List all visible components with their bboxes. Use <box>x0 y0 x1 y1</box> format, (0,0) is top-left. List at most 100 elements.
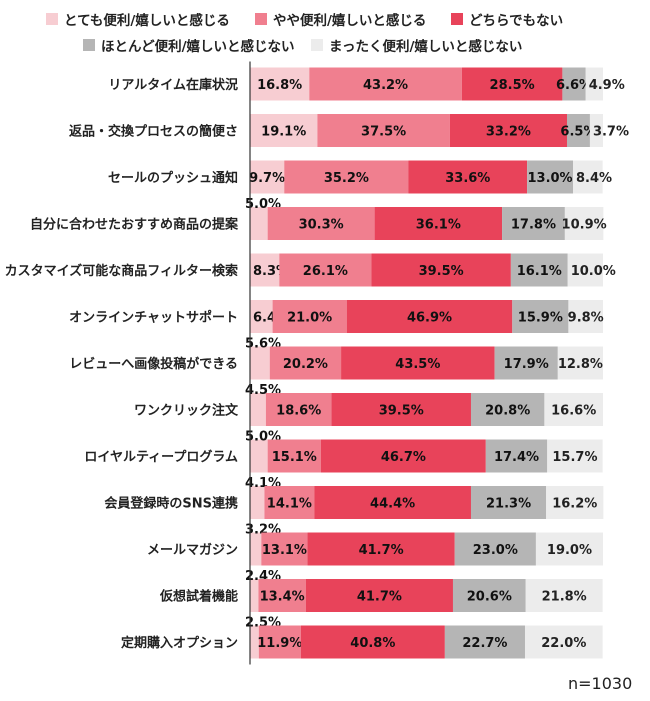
data-label: 22.7% <box>462 636 507 651</box>
bar-segment <box>261 532 308 566</box>
bar-segment <box>250 625 259 659</box>
data-label: 10.9% <box>562 218 607 233</box>
bar-segment <box>279 253 372 287</box>
bar-segment <box>371 253 511 287</box>
data-label: 6.6% <box>556 78 592 93</box>
legend-label: ほとんど便利/嬉しいと感じない <box>101 39 295 55</box>
bar-segment <box>564 207 604 240</box>
data-label: 20.2% <box>283 357 328 372</box>
data-label: 40.8% <box>350 636 395 651</box>
sample-size-label: n=1030 <box>568 674 633 693</box>
data-label: 43.2% <box>363 78 408 93</box>
bar-segment <box>567 253 603 287</box>
bar-segment <box>524 625 603 659</box>
data-label: 21.8% <box>542 590 587 605</box>
data-label: 39.5% <box>379 404 424 419</box>
bar-segment <box>346 300 513 333</box>
legend-swatch <box>83 39 95 51</box>
data-label: 44.4% <box>370 497 415 512</box>
bar-segment <box>250 300 273 333</box>
data-label: 43.5% <box>395 357 440 372</box>
legend-item-5: まったく便利/嬉しいと感じない <box>311 35 522 55</box>
bar-segment <box>258 579 306 612</box>
data-label: 19.1% <box>261 125 306 140</box>
bar-segment <box>502 207 565 240</box>
bar-segment <box>461 67 563 101</box>
bar-segment <box>314 486 471 519</box>
data-label: 36.1% <box>416 218 461 233</box>
data-label: 41.7% <box>357 590 402 605</box>
bar-segment <box>535 532 603 566</box>
legend-label: やや便利/嬉しいと感じる <box>273 13 427 29</box>
data-label: 9.7% <box>249 171 285 186</box>
data-label: 18.6% <box>276 404 321 419</box>
data-label: 17.9% <box>504 357 549 372</box>
bar-segment <box>309 67 462 101</box>
category-label: カスタマイズ可能な商品フィルター検索 <box>5 263 238 279</box>
legend-swatch <box>311 39 323 51</box>
data-label: 10.0% <box>571 264 616 279</box>
data-label: 13.1% <box>262 543 307 558</box>
data-label: 20.8% <box>485 404 530 419</box>
data-label: 20.6% <box>467 590 512 605</box>
data-label: 21.3% <box>486 497 531 512</box>
data-label: 9.8% <box>568 311 604 326</box>
data-label: 46.7% <box>381 450 426 465</box>
bar-segment <box>470 486 547 519</box>
data-label: 16.6% <box>551 404 596 419</box>
bar-segment <box>250 207 268 240</box>
data-label: 12.8% <box>558 357 603 372</box>
data-label: 26.1% <box>303 264 348 279</box>
data-label: 17.8% <box>511 218 556 233</box>
bar-segment <box>272 300 347 333</box>
bar-segment <box>250 253 280 287</box>
bar-segment <box>250 393 266 426</box>
data-label: 13.0% <box>527 171 572 186</box>
bar-segment <box>566 114 590 147</box>
category-label: ワンクリック注文 <box>134 403 239 419</box>
bar-segment <box>470 393 545 426</box>
bar-segment <box>562 67 586 101</box>
category-label: 自分に合わせたおすすめ商品の提案 <box>30 217 239 233</box>
bar-segment <box>250 532 262 566</box>
category-label: リアルタイム在庫状況 <box>108 77 238 93</box>
data-label: 19.0% <box>547 543 592 558</box>
bar-segment <box>546 486 604 519</box>
data-label: 3.7% <box>593 125 629 140</box>
data-label: 16.8% <box>257 78 302 93</box>
data-label: 23.0% <box>473 543 518 558</box>
bar-segment <box>264 486 315 519</box>
data-label: 11.9% <box>257 636 302 651</box>
bar-segment <box>317 114 450 147</box>
legend-label: どちらでもない <box>469 13 564 29</box>
bar-segment <box>589 114 603 147</box>
bar-segment <box>449 114 567 147</box>
bar-segment <box>485 439 548 473</box>
data-label: 37.5% <box>361 125 406 140</box>
data-label: 33.6% <box>445 171 490 186</box>
bar-segment <box>585 67 603 101</box>
bar-segment <box>572 160 603 194</box>
data-label: 8.4% <box>576 171 612 186</box>
bar-segment <box>267 207 375 240</box>
legend-item-3: どちらでもない <box>451 9 563 29</box>
bar-segment <box>250 346 270 380</box>
bar-segment <box>452 579 526 612</box>
category-label: 会員登録時のSNS連携 <box>104 496 238 512</box>
data-label: 35.2% <box>324 171 369 186</box>
bar-segment <box>265 393 332 426</box>
data-label: 13.4% <box>260 590 305 605</box>
bar-segment <box>250 439 268 473</box>
legend-swatch <box>451 13 463 25</box>
bar-segment <box>250 67 310 101</box>
legend-swatch <box>255 13 267 25</box>
bar-segment <box>568 300 603 333</box>
category-label: レビューへ画像投稿ができる <box>69 356 238 372</box>
bar-segment <box>494 346 558 380</box>
bar-segment <box>320 439 486 473</box>
data-label: 21.0% <box>287 311 332 326</box>
data-label: 16.1% <box>517 264 562 279</box>
data-label: 41.7% <box>359 543 404 558</box>
bar-segment <box>408 160 528 194</box>
